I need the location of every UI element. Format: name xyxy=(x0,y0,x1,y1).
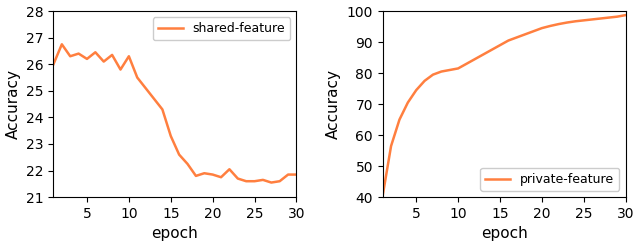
X-axis label: epoch: epoch xyxy=(152,226,198,242)
private-feature xyxy=(580,19,588,22)
shared-feature xyxy=(116,68,124,71)
private-feature xyxy=(622,14,630,17)
shared-feature xyxy=(209,173,216,176)
Legend: private-feature: private-feature xyxy=(480,168,620,191)
private-feature xyxy=(522,33,529,36)
shared-feature xyxy=(251,180,259,183)
shared-feature xyxy=(100,60,108,63)
private-feature xyxy=(496,44,504,47)
private-feature xyxy=(588,18,596,21)
shared-feature xyxy=(184,163,191,165)
shared-feature xyxy=(125,55,132,58)
private-feature xyxy=(420,79,428,82)
private-feature xyxy=(596,17,604,20)
private-feature xyxy=(396,118,403,121)
private-feature xyxy=(429,73,437,76)
shared-feature xyxy=(50,63,58,66)
shared-feature xyxy=(58,43,66,46)
shared-feature xyxy=(217,176,225,179)
private-feature xyxy=(530,30,538,33)
private-feature xyxy=(555,23,563,26)
shared-feature xyxy=(67,55,74,58)
X-axis label: epoch: epoch xyxy=(481,226,527,242)
private-feature xyxy=(605,16,612,19)
shared-feature xyxy=(276,180,284,183)
shared-feature xyxy=(259,178,267,181)
shared-feature xyxy=(83,58,91,61)
shared-feature xyxy=(75,52,83,55)
private-feature xyxy=(446,68,454,71)
shared-feature xyxy=(133,76,141,79)
Line: shared-feature: shared-feature xyxy=(54,44,296,183)
private-feature xyxy=(387,144,395,147)
shared-feature xyxy=(159,108,166,111)
Y-axis label: Accuracy: Accuracy xyxy=(326,69,341,139)
shared-feature xyxy=(292,173,300,176)
Y-axis label: Accuracy: Accuracy xyxy=(6,69,20,139)
shared-feature xyxy=(92,51,99,54)
shared-feature xyxy=(243,180,250,183)
private-feature xyxy=(471,58,479,61)
Line: private-feature: private-feature xyxy=(383,15,626,196)
private-feature xyxy=(563,21,571,24)
private-feature xyxy=(454,67,462,70)
private-feature xyxy=(379,194,387,197)
private-feature xyxy=(479,53,487,56)
private-feature xyxy=(572,20,579,23)
private-feature xyxy=(504,39,512,42)
shared-feature xyxy=(200,172,208,175)
private-feature xyxy=(412,89,420,92)
shared-feature xyxy=(142,87,150,90)
private-feature xyxy=(547,24,554,27)
private-feature xyxy=(513,36,520,39)
private-feature xyxy=(538,27,546,30)
shared-feature xyxy=(167,135,175,138)
Legend: shared-feature: shared-feature xyxy=(152,17,290,40)
shared-feature xyxy=(268,181,275,184)
shared-feature xyxy=(234,177,242,180)
shared-feature xyxy=(175,153,183,156)
shared-feature xyxy=(192,174,200,177)
private-feature xyxy=(463,62,470,65)
shared-feature xyxy=(225,168,233,171)
private-feature xyxy=(438,70,445,73)
shared-feature xyxy=(108,53,116,56)
shared-feature xyxy=(284,173,292,176)
private-feature xyxy=(488,48,495,51)
private-feature xyxy=(404,101,412,104)
shared-feature xyxy=(150,97,158,100)
private-feature xyxy=(614,15,621,18)
